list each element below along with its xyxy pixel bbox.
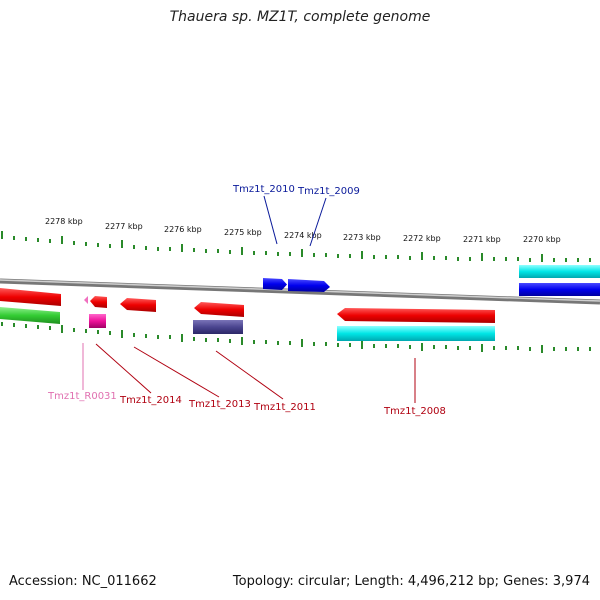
kbp-label-2270: 2270 kbp xyxy=(523,235,561,244)
genome-summary-text: Topology: circular; Length: 4,496,212 bp… xyxy=(232,574,590,589)
gene-label-2013: Tmz1t_2013 xyxy=(188,399,251,410)
kbp-label-2274: 2274 kbp xyxy=(284,231,322,240)
kbp-label-2275: 2275 kbp xyxy=(224,228,262,237)
gene-magenta[interactable] xyxy=(89,314,106,328)
accession-text: Accession: NC_011662 xyxy=(9,574,157,589)
gene-2013-arrow[interactable] xyxy=(120,298,156,312)
gene-navy[interactable] xyxy=(193,320,243,334)
gene-blue-right[interactable] xyxy=(519,283,600,296)
gene-label-2014: Tmz1t_2014 xyxy=(119,395,182,406)
kbp-label-2272: 2272 kbp xyxy=(403,234,441,243)
leader-2010 xyxy=(263,195,278,245)
leader-2014 xyxy=(95,343,152,394)
gene-label-2010: Tmz1t_2010 xyxy=(232,184,295,195)
lower-tick-row xyxy=(1,322,591,353)
leader-2011 xyxy=(215,350,284,400)
kbp-label-2271: 2271 kbp xyxy=(463,235,501,244)
genome-title: Thauera sp. MZ1T, complete genome xyxy=(169,9,431,25)
gene-cyan-lower[interactable] xyxy=(337,326,495,341)
gene-label-r0031: Tmz1t_R0031 xyxy=(47,391,117,402)
leader-2009 xyxy=(309,197,327,247)
genome-backbone xyxy=(0,278,600,305)
gene-2014-arrow[interactable] xyxy=(90,296,107,308)
kbp-label-2277: 2277 kbp xyxy=(105,222,143,231)
gene-2008-arrow[interactable] xyxy=(337,308,495,323)
gene-label-2008: Tmz1t_2008 xyxy=(383,406,446,417)
gene-cyan-right-top[interactable] xyxy=(519,265,600,278)
gene-label-2011: Tmz1t_2011 xyxy=(253,402,316,413)
gene-2009-arrow[interactable] xyxy=(288,279,330,292)
gene-red-left[interactable] xyxy=(0,288,61,306)
gene-2010-arrow[interactable] xyxy=(263,278,287,290)
leader-2013 xyxy=(133,346,220,398)
kbp-label-2273: 2273 kbp xyxy=(343,233,381,242)
gene-green-left[interactable] xyxy=(0,307,60,324)
rna-r0031-marker[interactable] xyxy=(84,296,88,304)
gene-label-2009: Tmz1t_2009 xyxy=(297,186,360,197)
gene-2011-arrow[interactable] xyxy=(194,302,244,317)
upper-tick-row xyxy=(1,231,591,262)
kbp-label-2276: 2276 kbp xyxy=(164,225,202,234)
kbp-label-2278: 2278 kbp xyxy=(45,217,83,226)
